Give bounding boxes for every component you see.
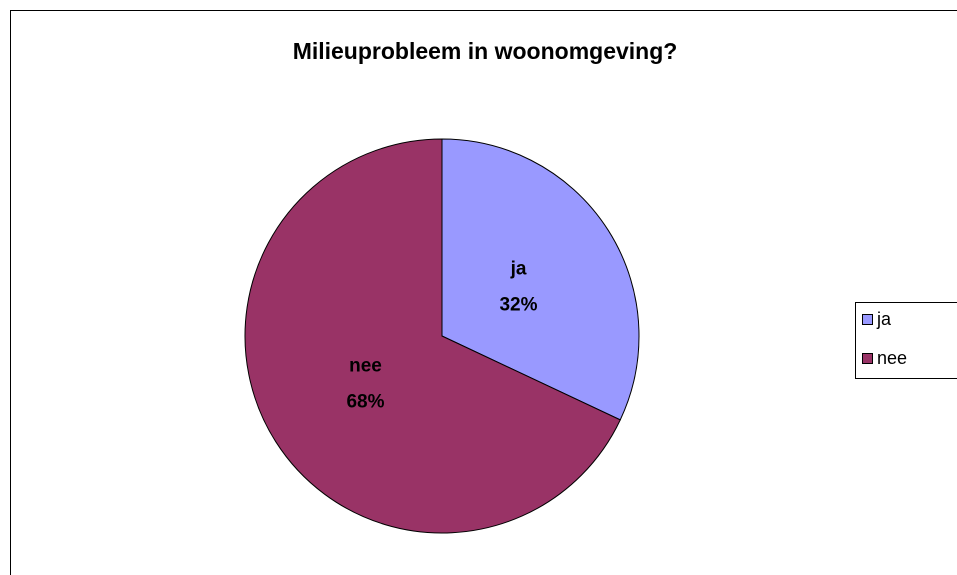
pie-slice: [441, 138, 640, 421]
chart-border: [10, 10, 957, 575]
legend-label: ja: [876, 309, 892, 329]
data-label-value: 68%: [346, 392, 384, 413]
pie-slice: [244, 138, 621, 534]
data-label-category: ja: [510, 258, 527, 279]
legend-swatch: [862, 353, 873, 364]
data-label-value: 32%: [499, 294, 537, 315]
legend-swatch: [862, 314, 873, 325]
data-label-category: nee: [349, 356, 382, 377]
legend-label: nee: [877, 348, 907, 368]
chart-title: Milieuprobleem in woonomgeving?: [293, 38, 678, 64]
